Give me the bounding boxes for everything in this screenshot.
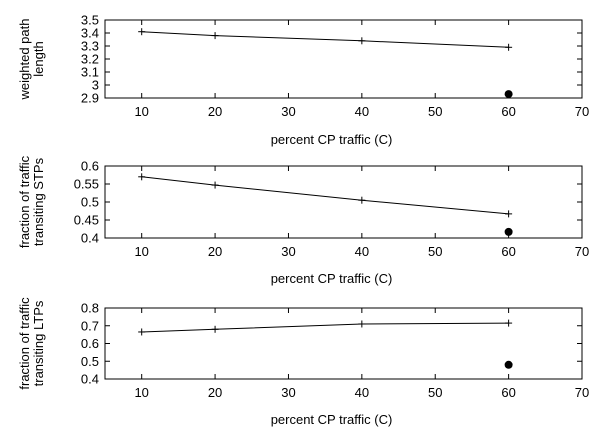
- x-tick-label: 10: [134, 104, 148, 119]
- plus-point: [211, 181, 219, 189]
- y-tick-label: 3.1: [81, 65, 99, 80]
- x-tick-label: 50: [428, 104, 442, 119]
- plus-point: [505, 210, 513, 218]
- y-tick-label: 2.9: [81, 91, 99, 106]
- x-tick-label: 40: [355, 385, 369, 400]
- dot-point: [504, 90, 513, 99]
- series-line: [141, 176, 509, 215]
- y-axis-label: weighted pathlength: [17, 19, 46, 101]
- plot-frame: [104, 19, 583, 99]
- x-tick-label: 60: [501, 385, 515, 400]
- x-tick-label: 30: [281, 385, 295, 400]
- x-tick-label: 70: [575, 385, 589, 400]
- y-tick-label: 0.45: [74, 213, 99, 228]
- y-axis-label-line: transiting LTPs: [31, 300, 46, 386]
- x-axis-label: percent CP traffic (C): [271, 132, 393, 147]
- x-tick-label: 60: [501, 244, 515, 259]
- y-tick-label: 0.8: [81, 301, 99, 316]
- y-tick-label: 3.4: [81, 26, 99, 41]
- x-axis-label: percent CP traffic (C): [271, 271, 393, 286]
- plus-point: [358, 196, 366, 204]
- y-axis-label-line: transiting STPs: [31, 157, 46, 246]
- series-line: [141, 322, 509, 333]
- y-tick-label: 0.55: [74, 177, 99, 192]
- chart-panel-2: 10 20 30 40 50 60 70 0.4 0.45 0.5 0.55 0.6 percent C…: [17, 155, 589, 286]
- y-axis-label-line: weighted path: [17, 19, 32, 101]
- x-tick-label: 10: [134, 244, 148, 259]
- y-tick-label: 0.4: [81, 372, 99, 387]
- x-tick-label: 20: [208, 385, 222, 400]
- x-tick-label: 60: [501, 104, 515, 119]
- plot-frame: [104, 165, 583, 239]
- plus-point: [138, 173, 146, 181]
- plus-point: [211, 325, 219, 333]
- chart-panel-1: 10 20 30 40 50 60 70 2.933.13.23.33.43.5 percent…: [17, 13, 589, 148]
- plus-point: [358, 320, 366, 328]
- x-tick-label: 30: [281, 104, 295, 119]
- y-tick-label: 3.5: [81, 13, 99, 28]
- x-tick-label: 20: [208, 244, 222, 259]
- x-tick-label: 30: [281, 244, 295, 259]
- y-tick-label: 0.4: [81, 231, 99, 246]
- plus-point: [358, 37, 366, 45]
- plus-point: [138, 28, 146, 36]
- y-tick-label: 3.3: [81, 39, 99, 54]
- y-axis-label-line: fraction of traffic: [17, 297, 32, 390]
- x-tick-label: 20: [208, 104, 222, 119]
- x-tick-label: 50: [428, 385, 442, 400]
- y-axis-label-line: fraction of traffic: [17, 155, 32, 248]
- x-axis-label: percent CP traffic (C): [271, 412, 393, 427]
- plus-point: [505, 319, 513, 327]
- y-tick-label: 3.2: [81, 52, 99, 67]
- plus-point: [138, 328, 146, 336]
- dot-point: [504, 227, 513, 236]
- plus-point: [211, 32, 219, 40]
- y-tick-label: 3: [92, 78, 99, 93]
- x-tick-label: 10: [134, 385, 148, 400]
- y-tick-label: 0.6: [81, 336, 99, 351]
- x-tick-label: 40: [355, 244, 369, 259]
- y-axis-label-line: length: [31, 41, 46, 76]
- x-tick-label: 40: [355, 104, 369, 119]
- plus-point: [505, 43, 513, 51]
- y-tick-label: 0.5: [81, 195, 99, 210]
- series-line: [141, 31, 509, 48]
- y-axis-label: fraction of traffictransiting LTPs: [17, 297, 46, 390]
- dot-point: [504, 360, 513, 369]
- y-tick-label: 0.6: [81, 159, 99, 174]
- y-axis-label: fraction of traffictransiting STPs: [17, 155, 46, 248]
- x-tick-label: 70: [575, 244, 589, 259]
- y-tick-label: 0.7: [81, 318, 99, 333]
- x-tick-label: 70: [575, 104, 589, 119]
- chart-panel-3: 10 20 30 40 50 60 70 0.4 0.5 0.6 0.7 0.8 percent CP …: [17, 297, 589, 427]
- y-tick-label: 0.5: [81, 354, 99, 369]
- x-tick-label: 50: [428, 244, 442, 259]
